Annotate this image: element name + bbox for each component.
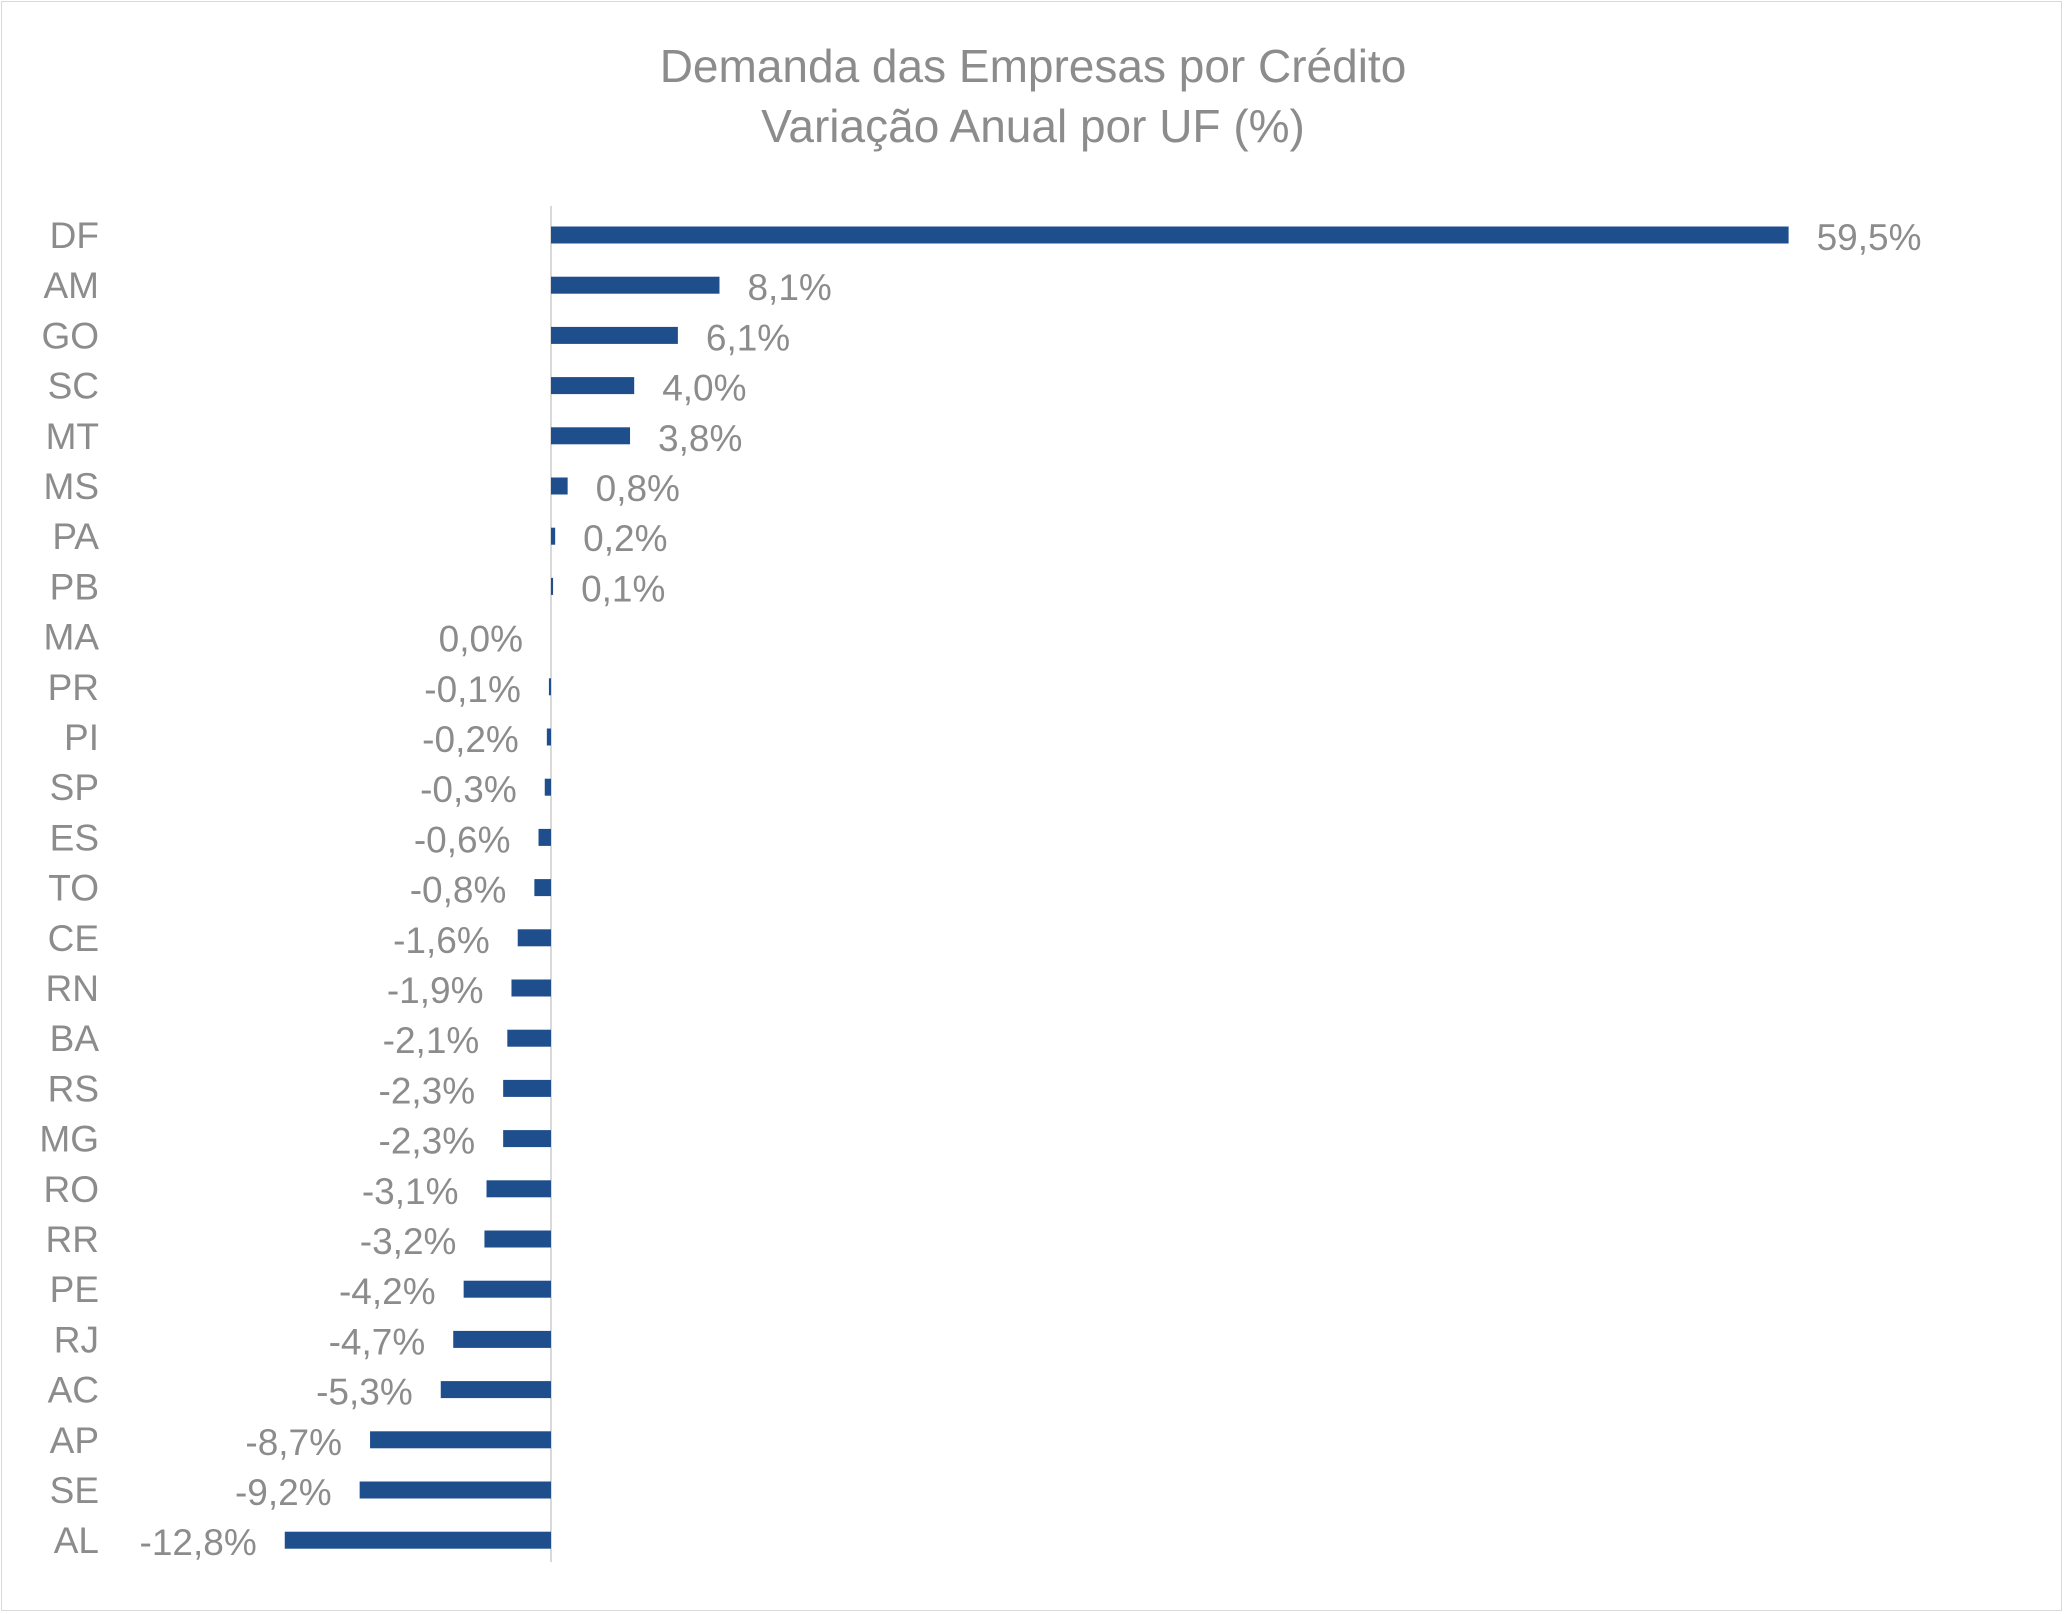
category-label-pa: PA <box>52 516 99 557</box>
data-label-sc: 4,0% <box>662 368 746 409</box>
bar-rs <box>503 1079 551 1097</box>
data-label-df: 59,5% <box>1817 217 1922 258</box>
data-label-mt: 3,8% <box>658 418 742 459</box>
bar-mg <box>503 1130 551 1148</box>
data-label-es: -0,6% <box>414 819 511 860</box>
bar-ap <box>370 1431 551 1449</box>
category-label-to: TO <box>48 868 99 909</box>
data-label-ma: 0,0% <box>439 619 523 660</box>
bar-pb <box>551 577 554 595</box>
data-label-rj: -4,7% <box>329 1321 426 1362</box>
data-label-ce: -1,6% <box>393 920 490 961</box>
data-label-al: -12,8% <box>140 1522 257 1563</box>
category-label-mt: MT <box>46 416 99 457</box>
category-label-ba: BA <box>50 1018 100 1059</box>
category-label-mg: MG <box>39 1119 99 1160</box>
bar-go <box>551 326 678 344</box>
category-label-pe: PE <box>50 1269 99 1310</box>
bar-rn <box>511 979 551 997</box>
bar-am <box>551 276 720 294</box>
category-labels: DF AM GO SC MT MS PA PB MA PR PI SP ES TO CE RN BA RS MG RO… <box>39 215 99 1561</box>
chart-subtitle: Variação Anual por UF (%) <box>761 100 1305 152</box>
bar-pr <box>548 678 551 696</box>
category-label-pb: PB <box>50 566 99 607</box>
category-label-am: AM <box>44 265 100 306</box>
bar-rr <box>484 1230 551 1248</box>
bar-ac <box>440 1381 551 1399</box>
bar-ro <box>486 1180 551 1198</box>
category-label-al: AL <box>54 1520 99 1561</box>
bar-ce <box>517 929 551 947</box>
category-label-ce: CE <box>48 918 99 959</box>
bar-al <box>284 1531 551 1549</box>
bar-pa <box>551 527 556 545</box>
data-label-pa: 0,2% <box>583 518 667 559</box>
data-label-ba: -2,1% <box>383 1020 480 1061</box>
data-label-to: -0,8% <box>410 870 507 911</box>
category-label-go: GO <box>41 315 99 356</box>
data-label-sp: -0,3% <box>420 769 517 810</box>
category-label-sp: SP <box>50 767 99 808</box>
category-label-ac: AC <box>48 1370 99 1411</box>
category-label-rs: RS <box>48 1068 99 1109</box>
data-label-am: 8,1% <box>747 267 831 308</box>
category-label-pr: PR <box>48 667 99 708</box>
data-label-pe: -4,2% <box>339 1271 436 1312</box>
category-label-ap: AP <box>50 1420 99 1461</box>
category-label-df: DF <box>50 215 99 256</box>
data-labels: 59,5% 8,1% 6,1% 4,0% 3,8% 0,8% 0,2% 0,1% 0,0% -0,… <box>140 217 1922 1563</box>
data-label-ro: -3,1% <box>362 1171 459 1212</box>
category-label-sc: SC <box>48 366 99 407</box>
category-label-ro: RO <box>44 1169 100 1210</box>
category-label-pi: PI <box>64 717 99 758</box>
bars-layer <box>284 226 1789 1549</box>
bar-sc <box>551 377 635 395</box>
bar-mt <box>551 427 631 445</box>
bar-df <box>551 226 1789 244</box>
data-label-pi: -0,2% <box>422 719 519 760</box>
data-label-rs: -2,3% <box>379 1070 476 1111</box>
bar-ba <box>507 1029 551 1047</box>
data-label-ms: 0,8% <box>596 468 680 509</box>
bar-sp <box>544 778 551 796</box>
chart-title: Demanda das Empresas por Crédito <box>660 40 1407 92</box>
bar-rj <box>453 1330 551 1348</box>
category-label-rj: RJ <box>54 1319 99 1360</box>
category-label-rn: RN <box>46 968 99 1009</box>
bar-pe <box>463 1280 551 1298</box>
bar-ms <box>551 477 568 495</box>
category-label-rr: RR <box>46 1219 99 1260</box>
data-label-ac: -5,3% <box>316 1372 413 1413</box>
bar-to <box>534 879 551 897</box>
data-label-pr: -0,1% <box>424 669 521 710</box>
data-label-pb: 0,1% <box>581 568 665 609</box>
data-label-se: -9,2% <box>235 1472 332 1513</box>
data-label-rr: -3,2% <box>360 1221 457 1262</box>
bar-es <box>538 828 551 846</box>
category-label-se: SE <box>50 1470 99 1511</box>
data-label-mg: -2,3% <box>379 1121 476 1162</box>
category-label-es: ES <box>50 817 99 858</box>
data-label-ap: -8,7% <box>245 1422 342 1463</box>
category-label-ma: MA <box>44 617 100 658</box>
bar-pi <box>546 728 551 746</box>
category-label-ms: MS <box>44 466 100 507</box>
data-label-go: 6,1% <box>706 317 790 358</box>
bar-se <box>359 1481 551 1499</box>
data-label-rn: -1,9% <box>387 970 484 1011</box>
